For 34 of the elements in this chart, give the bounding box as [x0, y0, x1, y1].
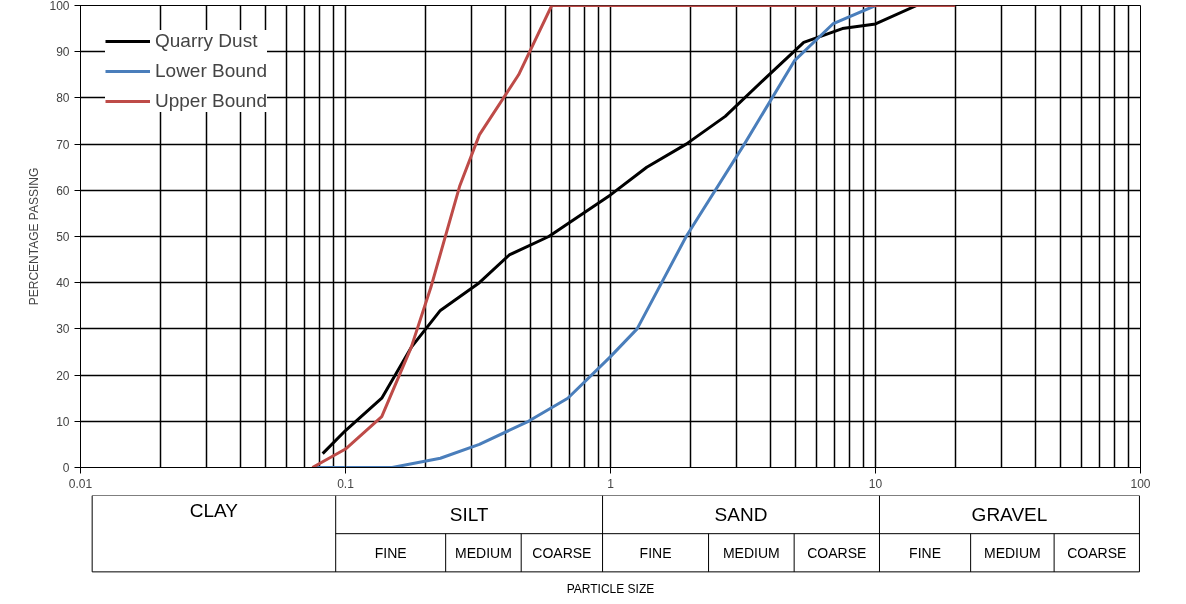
legend-label: Lower Bound — [155, 60, 267, 82]
text: FINE — [909, 544, 941, 561]
y-tick-label: 30 — [56, 322, 70, 337]
text: FINE — [374, 544, 407, 561]
text: MEDIUM — [983, 544, 1041, 561]
x-tick-label: 10 — [868, 476, 883, 491]
text: COARSE — [807, 544, 867, 561]
y-axis-title: PERCENTAGE PASSING — [27, 167, 42, 306]
x-tick-label: 100 — [1130, 476, 1151, 491]
x-tick-label: 1 — [607, 476, 615, 491]
text: MEDIUM — [722, 544, 780, 561]
y-tick-label: 70 — [56, 137, 70, 152]
text: CLAY — [189, 500, 239, 522]
text: COARSE — [532, 544, 592, 561]
legend-label: Upper Bound — [155, 90, 267, 112]
y-tick-label: 60 — [56, 183, 70, 198]
text: MEDIUM — [455, 544, 512, 561]
y-tick-label: 80 — [56, 91, 70, 106]
x-tick-label: 0.01 — [68, 476, 93, 491]
y-tick-label: 40 — [56, 276, 70, 291]
text: SAND — [714, 504, 768, 526]
y-tick-label: 90 — [56, 45, 70, 60]
text: GRAVEL — [971, 504, 1048, 526]
y-tick-label: 10 — [56, 414, 70, 429]
legend-label: Quarry Dust — [155, 30, 258, 52]
text: SILT — [449, 504, 489, 526]
text: COARSE — [1067, 544, 1127, 561]
y-tick-label: 20 — [56, 368, 70, 383]
text: PARTICLE SIZE — [566, 582, 655, 597]
y-tick-label: 0 — [62, 461, 70, 475]
y-tick-label: 50 — [56, 230, 70, 244]
text: FINE — [639, 544, 672, 561]
y-tick-label: 100 — [49, 0, 70, 13]
x-tick-label: 0.1 — [337, 476, 355, 491]
